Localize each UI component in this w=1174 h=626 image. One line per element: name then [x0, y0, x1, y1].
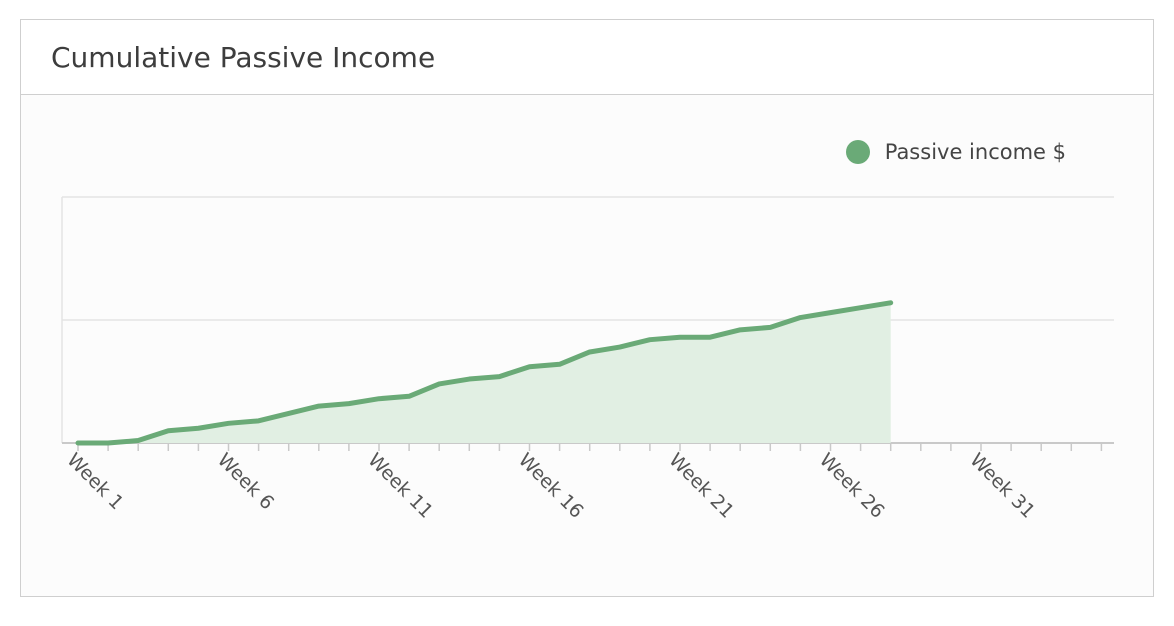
- card-header: Cumulative Passive Income: [21, 20, 1153, 95]
- series-line: [75, 300, 894, 446]
- data-point: [798, 315, 803, 320]
- data-point: [377, 396, 382, 401]
- x-tick-label: Week 31: [965, 449, 1039, 523]
- chart-title: Cumulative Passive Income: [51, 40, 436, 74]
- data-point: [828, 310, 833, 315]
- data-point: [196, 426, 201, 431]
- data-point: [166, 428, 171, 433]
- x-tick-label: Week 1: [62, 449, 127, 514]
- data-point: [286, 411, 291, 416]
- data-point: [888, 300, 893, 305]
- data-point: [407, 394, 412, 399]
- data-point: [136, 438, 141, 443]
- data-point: [587, 349, 592, 354]
- data-point: [527, 364, 532, 369]
- x-tick-label: Week 16: [514, 449, 588, 523]
- data-point: [467, 377, 472, 382]
- data-point: [768, 325, 773, 330]
- series-area: [78, 302, 891, 443]
- data-point: [106, 441, 111, 446]
- data-point: [76, 441, 81, 446]
- x-tick-label: Week 21: [664, 449, 738, 523]
- legend-marker: [845, 140, 870, 164]
- data-point: [497, 374, 502, 379]
- chart-legend: Passive income $: [845, 140, 1066, 164]
- data-point: [256, 418, 261, 423]
- data-point: [316, 404, 321, 409]
- data-point: [708, 335, 713, 340]
- data-point: [858, 305, 863, 310]
- data-point: [226, 421, 231, 426]
- data-point: [346, 401, 351, 406]
- x-tick-label: Week 26: [815, 449, 889, 523]
- legend-label: Passive income $: [884, 140, 1066, 164]
- x-tick-label: Week 11: [363, 449, 437, 523]
- data-point: [678, 335, 683, 340]
- data-point: [738, 327, 743, 332]
- data-point: [437, 381, 442, 386]
- x-tick-label: Week 6: [213, 449, 278, 514]
- data-point: [617, 345, 622, 350]
- data-point: [557, 362, 562, 367]
- chart-card: Cumulative Passive Income Passive income…: [20, 19, 1154, 597]
- data-point: [647, 337, 652, 342]
